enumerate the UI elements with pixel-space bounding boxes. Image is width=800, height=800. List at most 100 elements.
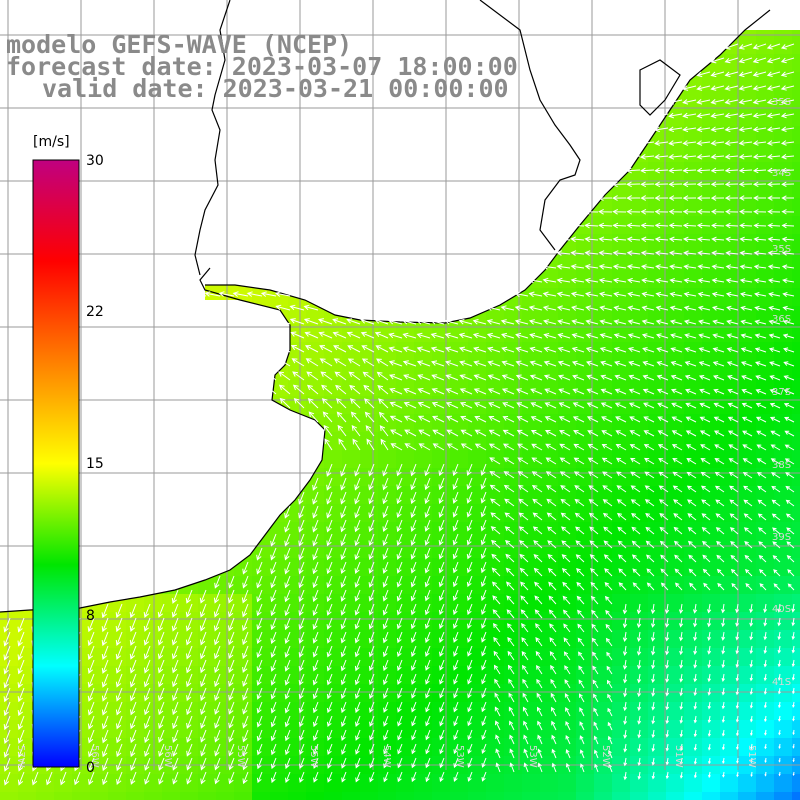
speed-cell	[720, 288, 739, 307]
wind-arrow	[669, 305, 683, 311]
speed-cell	[756, 306, 775, 325]
wind-arrow	[186, 715, 193, 729]
speed-cell	[576, 792, 595, 800]
wind-arrow	[613, 305, 627, 311]
speed-cell	[162, 792, 181, 800]
wind-arrow	[606, 679, 613, 689]
speed-cell	[324, 612, 343, 631]
wind-arrow	[580, 763, 585, 773]
wind-arrow	[369, 771, 375, 783]
wind-arrow	[753, 222, 767, 229]
wind-arrow	[738, 140, 753, 146]
wind-arrow	[670, 333, 683, 339]
wind-arrow	[724, 71, 739, 78]
speed-cell	[450, 666, 469, 685]
wind-arrow	[614, 402, 627, 409]
speed-cell	[792, 738, 800, 757]
wind-arrow	[628, 360, 641, 367]
wind-arrow	[700, 444, 711, 451]
wind-arrow	[601, 430, 613, 437]
wind-arrow	[228, 673, 235, 687]
wind-arrow	[466, 561, 473, 574]
wind-arrow	[417, 401, 431, 409]
speed-cell	[306, 738, 325, 757]
speed-cell	[324, 504, 343, 523]
speed-cell	[774, 792, 793, 800]
wind-arrow	[605, 609, 613, 619]
wind-arrow	[646, 568, 655, 577]
wind-arrow	[424, 575, 431, 588]
wind-arrow	[383, 771, 389, 783]
speed-cell	[774, 720, 793, 739]
wind-arrow	[321, 384, 333, 395]
wind-arrow	[101, 673, 109, 688]
wind-arrow	[742, 472, 753, 479]
wind-arrow	[600, 388, 613, 395]
wind-arrow	[693, 645, 698, 655]
wind-arrow	[655, 291, 669, 298]
wind-arrow	[551, 748, 557, 759]
wind-arrow	[489, 471, 501, 479]
wind-arrow	[425, 715, 431, 727]
wind-arrow	[682, 99, 697, 105]
wind-arrow	[424, 463, 431, 477]
wind-arrow	[745, 583, 753, 591]
wind-arrow	[439, 743, 445, 755]
wind-arrow	[689, 582, 697, 591]
wind-arrow	[144, 771, 151, 785]
wind-arrow	[516, 388, 529, 395]
wind-arrow	[361, 345, 375, 353]
wind-arrow	[298, 631, 305, 644]
wind-arrow	[755, 361, 767, 367]
wind-arrow	[636, 617, 642, 629]
speed-cell	[450, 414, 469, 433]
wind-arrow	[753, 209, 767, 215]
speed-cell	[648, 576, 667, 595]
wind-arrow	[623, 687, 628, 698]
wind-arrow	[707, 631, 712, 642]
wind-arrow	[674, 568, 683, 577]
wind-arrow	[551, 762, 557, 773]
wind-arrow	[312, 561, 319, 575]
wind-arrow	[284, 547, 291, 561]
wind-arrow	[749, 603, 754, 614]
wind-arrow	[312, 631, 319, 644]
wind-arrow	[601, 416, 613, 423]
speed-cell	[720, 72, 739, 91]
wind-arrow	[425, 659, 431, 671]
wind-arrow	[531, 457, 543, 465]
wind-arrow	[171, 617, 179, 632]
wind-arrow	[340, 547, 347, 561]
speed-cell	[450, 648, 469, 667]
wind-arrow	[466, 491, 473, 504]
speed-cell	[522, 702, 541, 721]
wind-arrow	[598, 222, 613, 229]
speed-cell	[414, 504, 433, 523]
wind-arrow	[438, 519, 445, 532]
wind-arrow	[186, 687, 193, 702]
wind-arrow	[640, 208, 655, 215]
wind-arrow	[366, 438, 375, 451]
speed-cell	[414, 468, 433, 487]
wind-arrow	[687, 513, 697, 521]
wind-arrow	[637, 757, 641, 767]
wind-arrow	[783, 347, 795, 353]
wind-arrow	[116, 771, 123, 785]
wind-arrow	[467, 659, 473, 671]
speed-cell	[756, 162, 775, 181]
wind-arrow	[577, 609, 585, 619]
wind-arrow	[603, 540, 613, 549]
speed-cell	[756, 594, 775, 613]
wind-arrow	[707, 603, 712, 614]
speed-cell	[126, 774, 145, 793]
wind-arrow	[782, 319, 795, 325]
wind-arrow	[341, 757, 347, 769]
wind-arrow	[172, 715, 179, 730]
wind-arrow	[218, 291, 235, 297]
speed-cell	[738, 270, 757, 289]
speed-cell	[90, 792, 109, 800]
wind-arrow	[439, 687, 445, 699]
wind-arrow	[739, 209, 753, 215]
speed-cell	[126, 684, 145, 703]
longitude-label: 52W	[600, 745, 611, 768]
